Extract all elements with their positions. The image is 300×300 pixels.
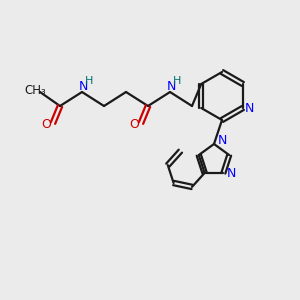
Text: N: N [227,167,236,180]
Text: CH₃: CH₃ [24,85,46,98]
Text: O: O [129,118,139,131]
Text: N: N [78,80,88,92]
Text: N: N [245,103,254,116]
Text: N: N [217,134,227,148]
Text: O: O [41,118,51,131]
Text: N: N [166,80,176,92]
Text: H: H [85,76,93,86]
Text: H: H [173,76,181,86]
